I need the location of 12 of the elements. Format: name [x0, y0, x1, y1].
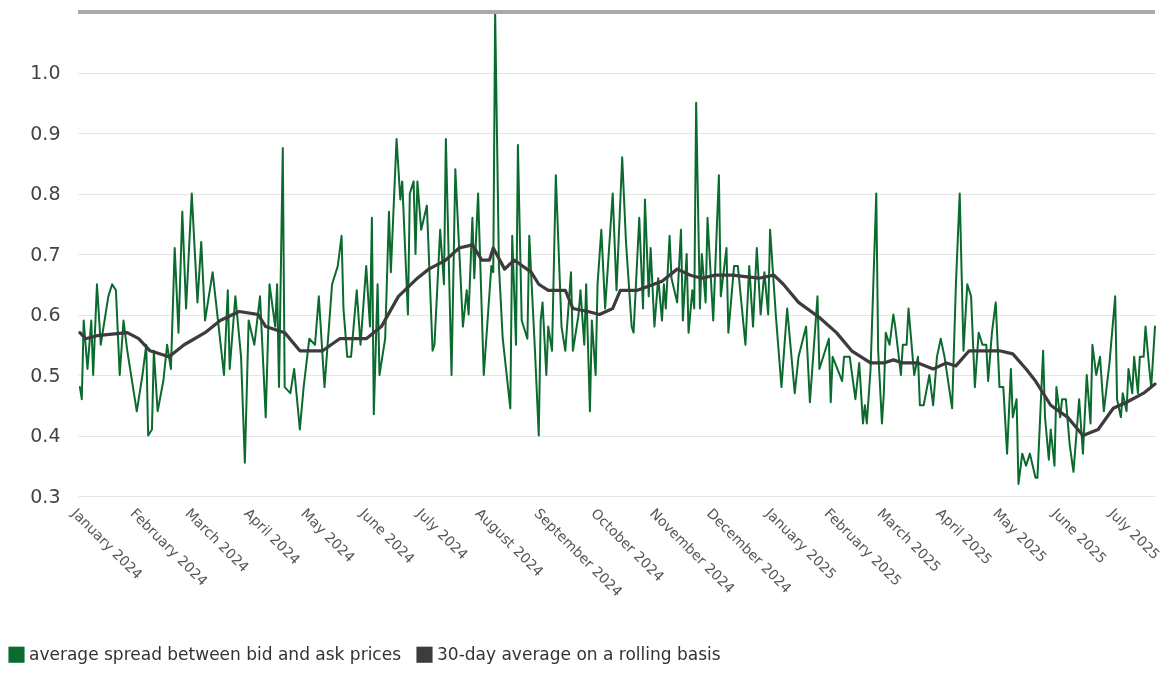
- y-tick-label: 0.4: [30, 424, 61, 446]
- y-tick-label: 0.6: [30, 303, 61, 325]
- y-tick-label: 0.7: [30, 242, 61, 265]
- y-tick-label: 0.5: [30, 363, 61, 386]
- line-series: [78, 243, 1157, 438]
- y-tick-label: 1.0: [30, 61, 61, 83]
- y-tick-label: 0.8: [30, 182, 61, 204]
- legend-label: average spread between bid and ask prices: [29, 643, 402, 664]
- line-series: [78, 11, 1156, 485]
- y-tick-label: 0.9: [30, 121, 61, 144]
- y-tick-label: 0.3: [30, 484, 61, 507]
- legend-label: 30-day average on a rolling basis: [437, 643, 721, 664]
